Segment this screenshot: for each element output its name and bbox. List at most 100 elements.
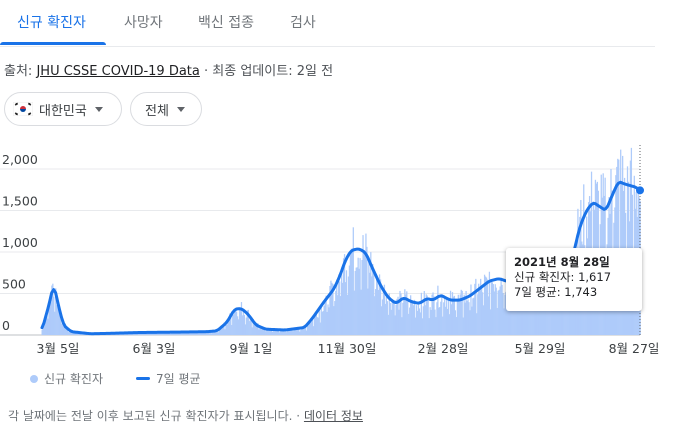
daily-bar — [188, 331, 190, 335]
daily-bar — [549, 296, 551, 335]
daily-bar — [406, 291, 408, 335]
daily-bar — [222, 326, 224, 335]
daily-bar — [352, 227, 354, 335]
daily-bar — [325, 295, 327, 335]
daily-bar — [156, 333, 158, 335]
daily-bar — [252, 319, 254, 335]
data-info-link[interactable]: 데이터 정보 — [303, 409, 363, 423]
daily-bar — [360, 289, 362, 335]
daily-bar — [349, 252, 352, 335]
daily-bar — [259, 325, 261, 335]
daily-bar — [470, 284, 472, 335]
daily-bar — [486, 279, 489, 335]
daily-bar — [338, 274, 340, 335]
daily-bar — [502, 292, 504, 335]
daily-bar — [389, 302, 391, 335]
daily-bar — [220, 328, 222, 335]
daily-bar — [310, 321, 313, 335]
daily-bar — [468, 302, 470, 335]
daily-bar — [559, 299, 562, 335]
daily-bar — [217, 332, 219, 335]
x-tick-label: 6월 3일 — [133, 341, 176, 356]
daily-bar — [159, 333, 161, 335]
daily-bar — [537, 308, 539, 335]
source-prefix: 출처: — [4, 64, 33, 79]
daily-bar — [351, 248, 353, 335]
daily-bar — [49, 303, 51, 335]
daily-bar — [55, 288, 57, 335]
daily-bar — [457, 294, 459, 335]
chevron-down-icon — [176, 106, 185, 112]
daily-bar — [458, 298, 460, 335]
tab-deaths[interactable]: 사망자 — [124, 15, 163, 31]
daily-bar — [497, 290, 499, 335]
daily-bar — [248, 321, 250, 335]
daily-bar — [290, 329, 292, 335]
daily-bar — [452, 296, 455, 335]
daily-bar — [142, 333, 144, 335]
daily-bar — [384, 303, 387, 335]
daily-bar — [556, 292, 559, 335]
daily-bar — [312, 326, 315, 335]
daily-bar — [419, 312, 422, 335]
tab-testing[interactable]: 검사 — [290, 15, 316, 31]
daily-bar — [57, 300, 59, 335]
daily-bar — [518, 288, 521, 335]
daily-bar — [228, 320, 230, 335]
source-link[interactable]: JHU CSSE COVID-19 Data — [36, 64, 200, 79]
daily-bar — [346, 294, 349, 335]
daily-bar — [276, 328, 279, 335]
daily-bar — [475, 278, 477, 335]
range-dropdown[interactable]: 전체 — [130, 92, 202, 126]
y-tick-label: 1,000 — [2, 235, 38, 250]
daily-bar — [428, 318, 430, 335]
daily-bar — [455, 317, 458, 335]
daily-bar — [149, 333, 151, 335]
daily-bar — [313, 314, 316, 335]
daily-bar — [332, 283, 334, 335]
daily-bar — [412, 305, 415, 335]
tab-vaccination[interactable]: 백신 접종 — [198, 15, 254, 31]
daily-bar — [278, 332, 281, 335]
x-axis-labels: 3월 5일 6월 3일 9월 1일 11월 30일 2월 28일 5월 29일 8월 27일 — [37, 341, 660, 356]
daily-bar — [56, 304, 58, 335]
tab-new-cases[interactable]: 신규 확진자 — [17, 15, 86, 31]
daily-bar — [77, 333, 79, 335]
daily-bar — [530, 306, 532, 335]
daily-bar — [275, 328, 278, 335]
footnote-separator: · — [296, 409, 301, 423]
daily-bar — [495, 287, 497, 335]
daily-bar — [286, 329, 288, 335]
daily-bar — [451, 292, 454, 335]
daily-bar — [494, 284, 496, 335]
daily-bar — [242, 311, 245, 335]
daily-bar — [404, 289, 406, 335]
daily-bar — [465, 290, 467, 335]
daily-bar — [314, 312, 317, 335]
daily-bar — [223, 322, 225, 335]
daily-bar — [206, 331, 209, 335]
daily-bar — [153, 333, 155, 335]
daily-bar — [243, 314, 246, 335]
daily-bar — [478, 283, 480, 335]
daily-bar — [469, 310, 471, 335]
daily-bar — [266, 330, 268, 335]
daily-bar — [416, 310, 419, 335]
daily-bar — [477, 294, 479, 335]
daily-bar — [429, 307, 431, 335]
daily-bar — [341, 267, 343, 335]
daily-bar — [373, 273, 375, 335]
daily-bar — [344, 282, 347, 335]
daily-bar — [410, 295, 412, 335]
country-dropdown[interactable]: 대한민국 — [4, 92, 122, 126]
daily-bar — [392, 302, 394, 335]
daily-bar — [432, 292, 434, 335]
daily-bar — [135, 333, 138, 335]
daily-bar — [520, 298, 523, 335]
daily-bar — [464, 302, 466, 335]
daily-bar — [296, 330, 298, 335]
daily-bar — [378, 274, 381, 335]
daily-bar — [307, 325, 310, 335]
daily-bar — [361, 259, 363, 335]
daily-bar — [301, 328, 303, 335]
